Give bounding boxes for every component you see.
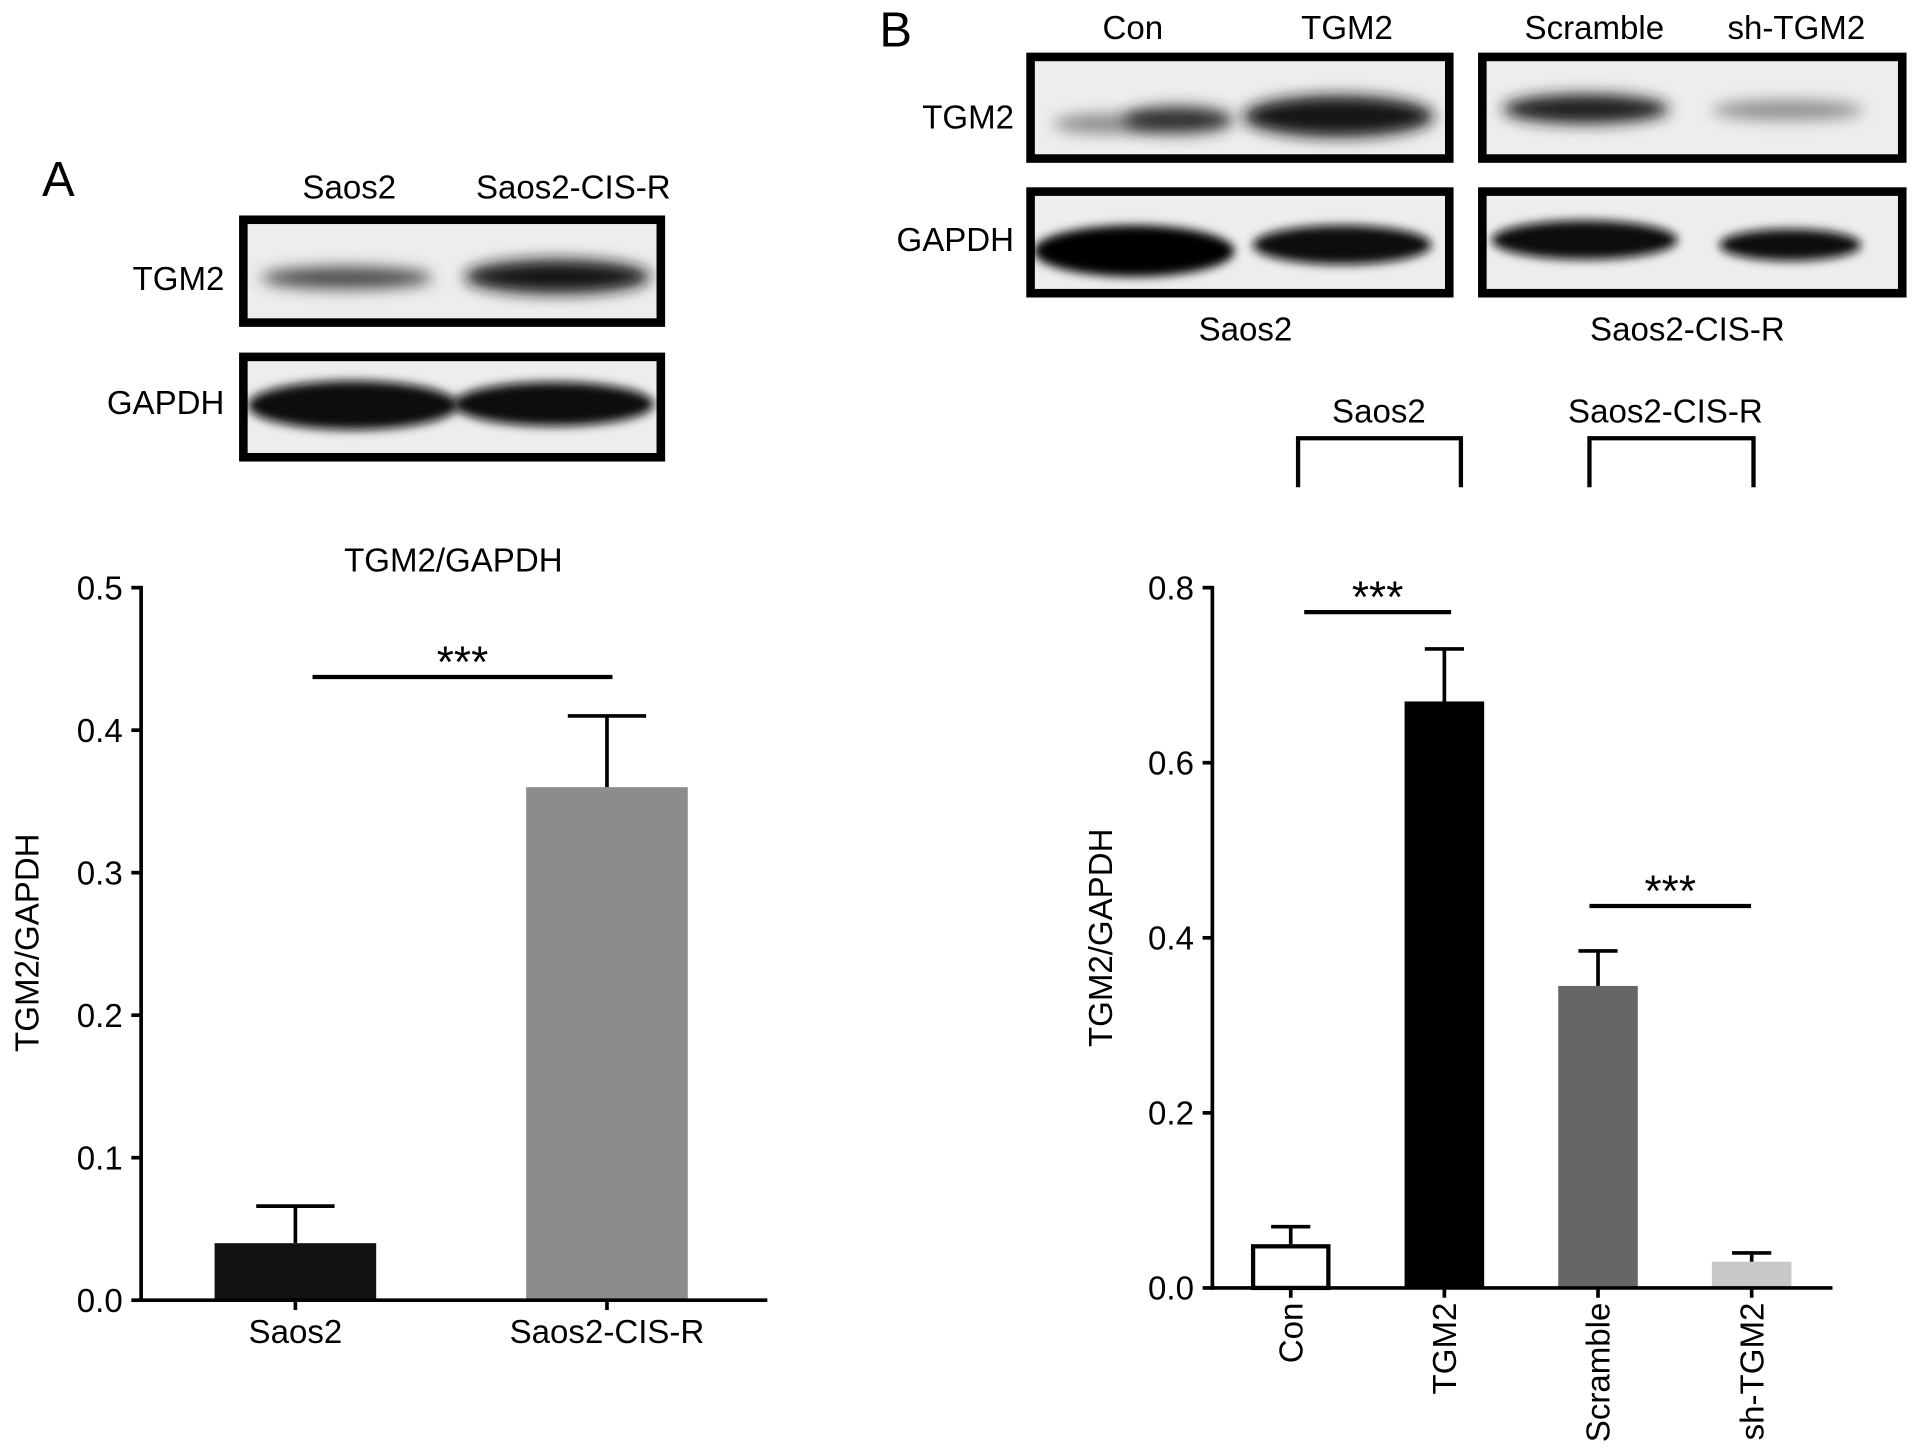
x-tick-label-saos2-cis-r: Saos2-CIS-R bbox=[510, 1314, 705, 1351]
y-tick-label: 0.6 bbox=[1148, 745, 1194, 782]
group-label-saos2-cis-r: Saos2-CIS-R bbox=[1568, 393, 1763, 430]
y-tick-label: 0.1 bbox=[77, 1140, 123, 1177]
bar-con bbox=[1250, 1244, 1331, 1291]
blot-row-label-tgm2: TGM2 bbox=[922, 100, 1014, 137]
blot-bands bbox=[261, 259, 651, 294]
significance-label: *** bbox=[437, 638, 488, 687]
blot-strip-tgm2-saos2-cis-r bbox=[1478, 52, 1907, 163]
y-tick-label: 0.8 bbox=[1148, 570, 1194, 607]
blot-lane-label-saos2-cis-r: Saos2-CIS-R bbox=[476, 169, 671, 206]
blot-bands bbox=[1502, 94, 1864, 124]
blot-row-label-gapdh: GAPDH bbox=[107, 385, 225, 422]
blot-band bbox=[1491, 220, 1678, 260]
y-tick-label: 0.4 bbox=[1148, 920, 1194, 957]
blot-lane-label-tgm2: TGM2 bbox=[1301, 10, 1393, 47]
blot-bands bbox=[1491, 220, 1862, 261]
significance-label: *** bbox=[1352, 573, 1403, 622]
blot-lane-label-con: Con bbox=[1102, 10, 1163, 47]
blot-lane-label-scramble: Scramble bbox=[1525, 10, 1665, 47]
y-tick-label: 0.5 bbox=[77, 570, 123, 607]
blot-band bbox=[247, 380, 459, 430]
significance-label: *** bbox=[1645, 867, 1696, 916]
y-tick-label: 0.0 bbox=[77, 1283, 123, 1320]
y-tick-label: 0.4 bbox=[77, 713, 123, 750]
group-bracket-saos2 bbox=[1295, 436, 1464, 488]
panel-a: A Saos2 Saos2-CIS-R TGM2 GAPDH bbox=[9, 153, 768, 1351]
blot-band bbox=[261, 266, 433, 289]
y-tick-label: 0.3 bbox=[77, 855, 123, 892]
blot-lane-label-sh-tgm2: sh-TGM2 bbox=[1727, 10, 1865, 47]
group-bracket-saos2-cis-r bbox=[1587, 436, 1756, 488]
x-tick-label-saos2: Saos2 bbox=[249, 1314, 343, 1351]
x-tick-label-sh-tgm2: sh-TGM2 bbox=[1734, 1303, 1771, 1441]
blot-strip-gapdh-saos2-cis-r bbox=[1478, 187, 1907, 298]
bar-saos2 bbox=[214, 1243, 377, 1301]
chart-title: TGM2/GAPDH bbox=[344, 543, 562, 580]
y-tick-label: 0.2 bbox=[1148, 1096, 1194, 1133]
panel-label-b: B bbox=[879, 4, 912, 58]
blot-row-label-tgm2: TGM2 bbox=[133, 261, 225, 298]
western-blot-b: Con TGM2 Scramble sh-TGM2 TGM2 GAPDH bbox=[897, 10, 1907, 348]
panel-b: B Con TGM2 Scramble sh-TGM2 TGM2 GAPDH bbox=[879, 4, 1907, 1443]
blot-bands bbox=[1053, 95, 1434, 138]
blot-frame bbox=[1026, 187, 1454, 298]
y-tick-label: 0.0 bbox=[1148, 1271, 1194, 1308]
blot-bands bbox=[247, 380, 655, 430]
chart-a: TGM2/GAPDH TGM2/GAPDH Saos2 Saos2-CIS-R 0.0 0… bbox=[9, 543, 768, 1351]
blot-frame bbox=[239, 215, 666, 327]
bar-tgm2 bbox=[1404, 701, 1485, 1288]
y-axis-label: TGM2/GAPDH bbox=[1083, 829, 1120, 1048]
blot-bands bbox=[1033, 225, 1432, 277]
blot-band bbox=[1123, 106, 1234, 134]
blot-lane-label-saos2: Saos2 bbox=[302, 169, 396, 206]
blot-band bbox=[464, 259, 651, 294]
y-tick-label: 0.2 bbox=[77, 998, 123, 1035]
blot-band bbox=[1719, 228, 1862, 261]
panel-label-a: A bbox=[42, 153, 75, 207]
blot-strip-tgm2 bbox=[239, 215, 666, 327]
blot-row-label-gapdh: GAPDH bbox=[897, 222, 1015, 259]
blot-frame bbox=[1026, 52, 1454, 163]
x-tick-label-scramble: Scramble bbox=[1581, 1303, 1618, 1443]
blot-frame bbox=[239, 352, 666, 462]
blot-strip-gapdh bbox=[239, 352, 666, 462]
bar-saos2-cis-r bbox=[526, 787, 688, 1301]
x-tick-label-con: Con bbox=[1273, 1303, 1310, 1364]
blot-band bbox=[1252, 225, 1432, 265]
western-blot-a: Saos2 Saos2-CIS-R TGM2 GAPDH bbox=[107, 169, 671, 462]
x-tick-label-tgm2: TGM2 bbox=[1427, 1303, 1464, 1395]
group-label-saos2: Saos2 bbox=[1332, 393, 1426, 430]
blot-frame bbox=[1478, 187, 1907, 298]
blot-band bbox=[1242, 95, 1434, 138]
y-axis-label: TGM2/GAPDH bbox=[9, 833, 46, 1052]
blot-band bbox=[453, 381, 655, 427]
blot-frame bbox=[1478, 52, 1907, 163]
bar-sh-tgm2 bbox=[1711, 1261, 1792, 1288]
blot-cell-line-label-saos2-cis-r: Saos2-CIS-R bbox=[1590, 311, 1785, 348]
blot-strip-tgm2-saos2 bbox=[1026, 52, 1454, 163]
blot-cell-line-label-saos2: Saos2 bbox=[1199, 311, 1293, 348]
blot-band bbox=[1033, 225, 1235, 277]
chart-b: TGM2/GAPDH Con TGM2 Scramble sh-TGM2 0.0 0.2 0.… bbox=[1083, 393, 1833, 1443]
blot-band bbox=[1502, 94, 1670, 124]
blot-band bbox=[1711, 100, 1864, 120]
bar-scramble bbox=[1558, 985, 1638, 1288]
blot-strip-gapdh-saos2 bbox=[1026, 187, 1454, 298]
